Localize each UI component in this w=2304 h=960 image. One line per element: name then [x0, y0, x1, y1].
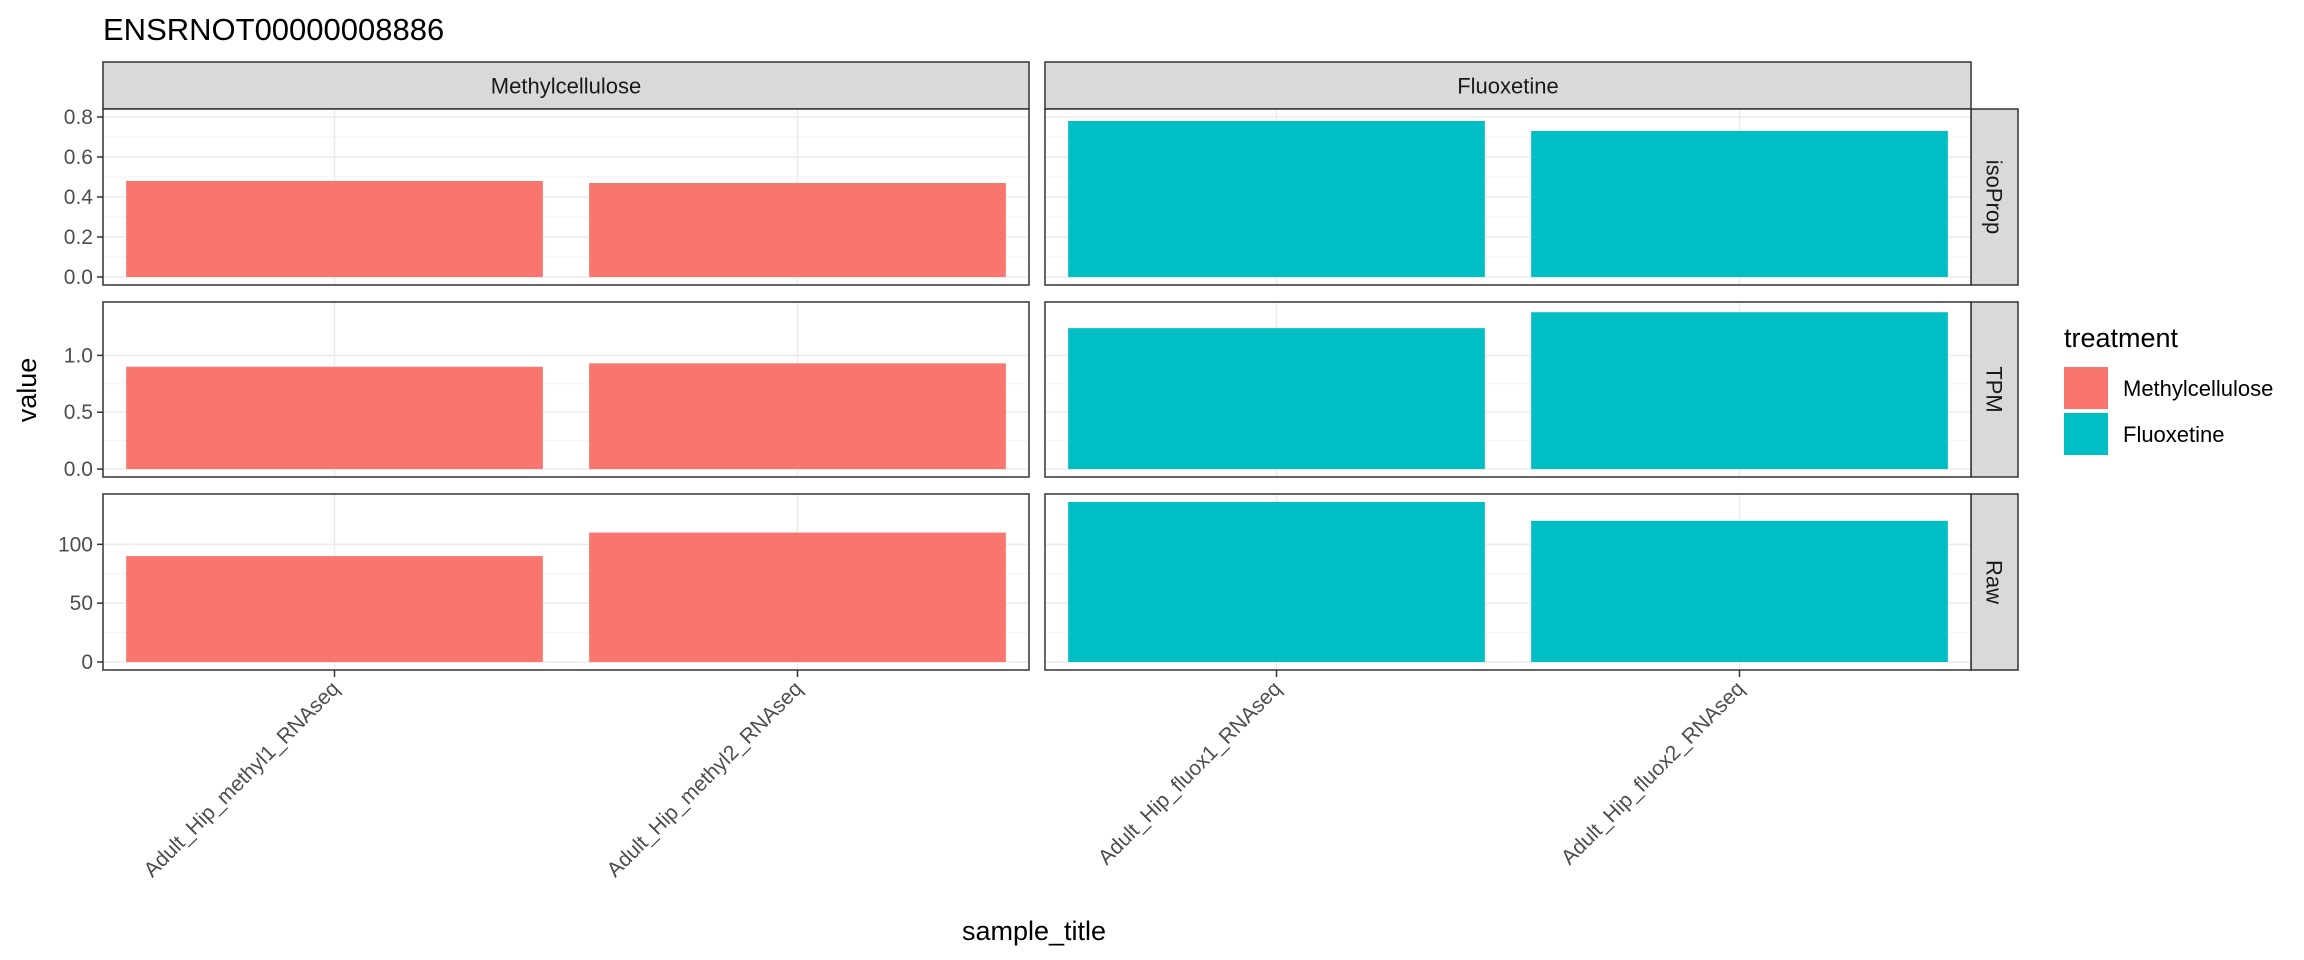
legend-label: Methylcellulose — [2123, 376, 2273, 401]
bar — [126, 181, 543, 277]
x-axis-title: sample_title — [962, 916, 1106, 946]
facet-grid: Methylcellulose Fluoxetine isoProp 0.0 0.2 0.… — [58, 61, 2019, 674]
strip-background — [102, 61, 1030, 110]
strip-background — [1970, 108, 2019, 286]
panel-border — [102, 301, 1030, 478]
x-tick-label: Adult_Hip_fluox2_RNAseq — [1557, 677, 1749, 869]
legend-item-fluoxetine: Fluoxetine — [2064, 413, 2225, 455]
x-tick-label: Adult_Hip_fluox1_RNAseq — [1094, 677, 1286, 869]
panel-isoprop-fluoxetine — [1044, 108, 1972, 286]
y-tick-label: 0.5 — [64, 401, 93, 424]
y-tick-label: 0.2 — [64, 226, 93, 249]
strip-label: Methylcellulose — [491, 74, 641, 99]
facet-strip-tpm: TPM — [1970, 301, 2019, 478]
strip-background — [1044, 61, 1972, 110]
x-tick-label: Adult_Hip_methyl1_RNAseq — [140, 677, 344, 881]
legend-swatch — [2064, 367, 2108, 409]
legend-swatch — [2064, 413, 2108, 455]
y-tick-label: 50 — [70, 592, 93, 615]
panel-border — [1044, 108, 1972, 286]
bar — [1531, 131, 1948, 277]
panel-border — [1044, 493, 1972, 671]
facet-strip-fluoxetine: Fluoxetine — [1044, 61, 1972, 110]
x-axis: Adult_Hip_methyl1_RNAseq Adult_Hip_methyl… — [140, 670, 1749, 882]
legend-item-methylcellulose: Methylcellulose — [2064, 367, 2273, 409]
panel-border — [102, 108, 1030, 286]
panel-border — [1044, 301, 1972, 478]
bar — [1068, 502, 1485, 662]
y-tick-label: 100 — [58, 533, 93, 556]
bar — [1068, 328, 1485, 470]
panel-raw-fluoxetine — [1044, 493, 1972, 671]
strip-label: isoProp — [1982, 160, 2007, 235]
y-axis-title: value — [12, 358, 42, 423]
panel-tpm-methylcellulose — [102, 301, 1030, 478]
bar — [126, 366, 543, 470]
strip-label: TPM — [1982, 366, 2007, 412]
strip-label: Raw — [1982, 560, 2007, 604]
bar — [589, 532, 1006, 662]
y-tick-label: 0 — [81, 651, 93, 674]
bar — [1531, 312, 1948, 470]
y-tick-label: 0.4 — [64, 186, 94, 209]
strip-label: Fluoxetine — [1457, 74, 1559, 99]
strip-background — [1970, 301, 2019, 478]
x-tick-label: Adult_Hip_methyl2_RNAseq — [603, 677, 807, 881]
facet-strip-raw: Raw — [1970, 493, 2019, 671]
y-tick-label: 0.0 — [64, 266, 93, 289]
y-tick-label: 0.0 — [64, 458, 93, 481]
panel-tpm-fluoxetine — [1044, 301, 1972, 478]
strip-background — [1970, 493, 2019, 671]
bar — [589, 363, 1006, 470]
facet-strip-isoprop: isoProp — [1970, 108, 2019, 286]
panel-raw-methylcellulose — [102, 493, 1030, 671]
y-tick-label: 0.8 — [64, 106, 93, 129]
bar — [1068, 121, 1485, 277]
y-tick-label: 0.6 — [64, 146, 93, 169]
chart-title: ENSRNOT00000008886 — [103, 12, 444, 47]
panel-isoprop-methylcellulose — [102, 108, 1030, 286]
bar — [589, 183, 1006, 277]
y-tick-label: 1.0 — [64, 344, 93, 367]
legend: treatment Methylcellulose Fluoxetine — [2064, 323, 2273, 455]
facet-strip-methylcellulose: Methylcellulose — [102, 61, 1030, 110]
bar — [1531, 520, 1948, 662]
legend-title: treatment — [2064, 323, 2179, 353]
legend-label: Fluoxetine — [2123, 422, 2225, 447]
panel-border — [102, 493, 1030, 671]
bar — [126, 556, 543, 662]
